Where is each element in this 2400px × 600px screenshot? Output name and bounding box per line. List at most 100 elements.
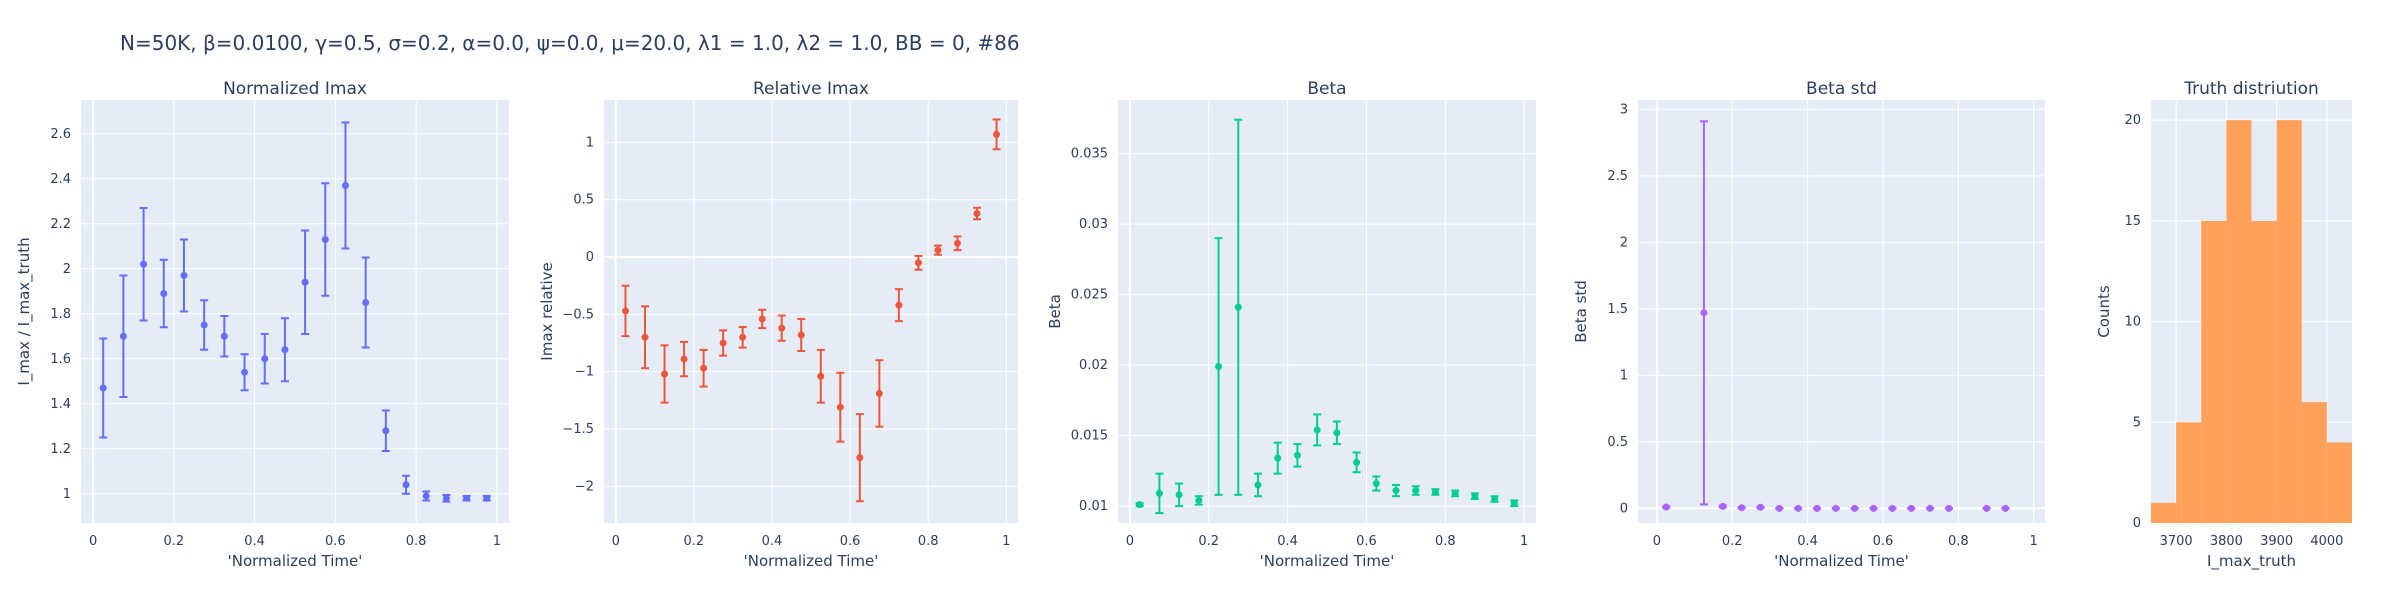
data-point <box>382 427 390 435</box>
x-tick-label: 1 <box>493 534 501 549</box>
plot-area <box>1118 100 1536 523</box>
x-tick-label: 3800 <box>2210 534 2243 549</box>
data-point <box>1254 481 1262 489</box>
data-point <box>1738 504 1746 512</box>
x-tick-label: 0.6 <box>1873 534 1894 549</box>
histogram-bar <box>2326 442 2352 523</box>
panel-title: Relative Imax <box>753 79 869 99</box>
y-tick-label: 0.015 <box>1071 429 1108 444</box>
x-tick-label: 0.2 <box>683 534 704 549</box>
data-point <box>160 290 168 297</box>
x-tick-label: 4000 <box>2310 534 2343 549</box>
histogram-bar <box>2276 120 2302 524</box>
data-point <box>895 301 903 309</box>
x-tick-label: 0.8 <box>918 534 939 549</box>
data-point <box>739 333 747 341</box>
y-tick-label: 0 <box>2133 516 2141 531</box>
x-tick-label: 0.4 <box>1277 534 1298 549</box>
data-point <box>1471 492 1479 500</box>
y-tick-label: 0 <box>586 250 594 265</box>
figure-title: N=50K, β=0.0100, γ=0.5, σ=0.2, α=0.0, ψ=… <box>120 31 1020 55</box>
y-tick-label: 3 <box>1620 102 1628 117</box>
data-point <box>1412 487 1420 495</box>
data-point <box>99 384 107 392</box>
y-tick-label: 15 <box>2124 214 2141 229</box>
y-tick-label: 2.4 <box>50 172 71 187</box>
data-point <box>1372 480 1380 488</box>
data-point <box>953 239 961 247</box>
data-point <box>1700 309 1708 317</box>
data-point <box>1431 488 1439 496</box>
x-tick-label: 1 <box>1002 534 1010 549</box>
histogram-bar <box>2251 220 2277 523</box>
y-tick-label: 5 <box>2133 415 2141 430</box>
y-tick-label: 2 <box>63 262 71 277</box>
data-point <box>680 355 688 363</box>
panel-title: Beta std <box>1806 79 1877 99</box>
y-axis-label: Beta std <box>1572 280 1590 343</box>
data-point <box>778 324 786 332</box>
data-point <box>875 389 883 397</box>
data-point <box>1175 491 1183 499</box>
x-tick-label: 0.2 <box>164 534 185 549</box>
data-point <box>1392 487 1400 495</box>
x-tick-label: 0 <box>1653 534 1661 549</box>
x-tick-label: 0.6 <box>325 534 346 549</box>
data-point <box>1136 501 1144 509</box>
data-point <box>1234 303 1242 311</box>
y-tick-label: 0 <box>1620 501 1628 516</box>
data-point <box>817 372 825 380</box>
x-tick-label: 0.6 <box>840 534 861 549</box>
data-point <box>1813 504 1821 512</box>
data-point <box>1293 451 1301 459</box>
y-axis-label: I_max / I_max_truth <box>15 237 34 385</box>
y-tick-label: 0.01 <box>1079 499 1108 514</box>
data-point <box>1313 426 1321 434</box>
x-tick-label: 0 <box>1126 534 1134 549</box>
data-point <box>2001 504 2009 512</box>
data-point <box>1907 504 1915 512</box>
y-tick-label: 1.4 <box>50 397 71 412</box>
x-tick-label: 0.4 <box>1797 534 1818 549</box>
x-tick-label: 0.8 <box>1435 534 1456 549</box>
x-tick-label: 3900 <box>2260 534 2293 549</box>
data-point <box>220 332 228 340</box>
y-tick-label: 1 <box>586 135 594 150</box>
y-tick-label: 2.6 <box>50 127 71 142</box>
data-point <box>993 130 1001 138</box>
data-point <box>1983 504 1991 512</box>
x-tick-label: 0.4 <box>762 534 783 549</box>
data-point <box>483 494 491 502</box>
data-point <box>1888 504 1896 512</box>
data-point <box>856 454 864 462</box>
y-axis-label: Beta <box>1046 294 1064 329</box>
y-tick-label: −1 <box>575 365 594 380</box>
data-point <box>1451 489 1459 497</box>
data-point <box>321 236 329 243</box>
x-axis-label: I_max_truth <box>2207 552 2296 571</box>
x-tick-label: 0 <box>89 534 97 549</box>
panel-4: 0 0.2 0.4 0.6 0.8 1 0 0.5 1 1.5 2 2.5 3 Beta std 'Norm… <box>1572 79 2045 570</box>
y-tick-label: 0.03 <box>1079 217 1108 232</box>
panel-2: 0 0.2 0.4 0.6 0.8 1 −2 −1.5 −1 −0.5 0 0.5 1 Relative … <box>538 79 1018 570</box>
x-tick-label: 0.6 <box>1356 534 1377 549</box>
y-tick-label: 2 <box>1620 235 1628 250</box>
data-point <box>1926 504 1934 512</box>
data-point <box>1870 504 1878 512</box>
histogram-bar <box>2301 402 2327 523</box>
data-point <box>119 332 127 340</box>
data-point <box>261 355 269 363</box>
data-point <box>140 260 148 268</box>
y-tick-label: 2.2 <box>50 217 71 232</box>
x-tick-label: 0.4 <box>244 534 265 549</box>
y-tick-label: −1.5 <box>562 422 594 437</box>
histogram-bar <box>2151 502 2177 523</box>
y-tick-label: 0.035 <box>1071 147 1108 162</box>
data-point <box>1353 458 1361 466</box>
data-point <box>934 246 942 254</box>
x-tick-label: 0.2 <box>1722 534 1743 549</box>
data-point <box>1756 503 1764 511</box>
y-tick-label: 10 <box>2124 315 2141 330</box>
data-point <box>661 370 669 378</box>
